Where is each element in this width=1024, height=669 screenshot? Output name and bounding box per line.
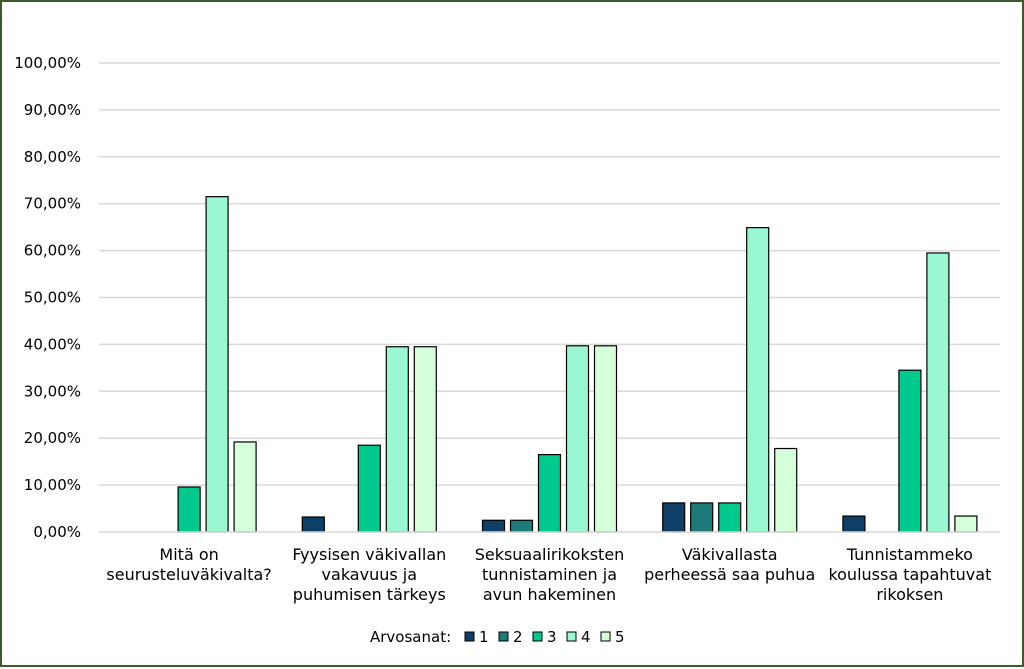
bar-series-5 <box>413 346 437 533</box>
x-category-label-line: vakavuus ja <box>322 565 417 584</box>
bar-series-3 <box>718 502 742 533</box>
legend-label: 1 <box>479 628 489 646</box>
category-labels: Mitä on seurusteluväkivalta? Fyysisen väki… <box>106 545 991 604</box>
bar-series-4 <box>385 346 409 533</box>
x-category-label-line: seurusteluväkivalta? <box>106 565 271 584</box>
bar-series-1 <box>301 516 325 533</box>
bar-series-1 <box>481 519 506 533</box>
y-tick-label: 90,00% <box>24 101 81 119</box>
bar-series-5 <box>774 447 798 533</box>
y-tick-label: 10,00% <box>24 476 81 494</box>
legend-swatch-2 <box>498 631 509 642</box>
x-category-label-line: Väkivallasta <box>682 545 778 564</box>
y-tick-label: 100,00% <box>14 54 81 72</box>
bar-series-4 <box>746 227 770 533</box>
legend-title: Arvosanat: <box>370 628 451 646</box>
bar-series-3 <box>898 369 922 533</box>
bar-series-2 <box>509 519 534 533</box>
y-tick-label: 60,00% <box>24 242 81 260</box>
y-axis-ticks: 0,00% 10,00% 20,00% 30,00% 40,00% 50,00% 60,00… <box>14 54 81 541</box>
x-category-label-line: tunnistaminen ja <box>482 565 617 584</box>
bar-series-3 <box>177 486 201 533</box>
x-category-label: Väkivallasta perheessä saa puhua <box>644 545 815 584</box>
legend-swatch-4 <box>566 631 577 642</box>
x-category-label-line: Fyysisen väkivallan <box>292 545 446 564</box>
gridlines <box>99 62 1000 486</box>
bar-series-1 <box>662 502 686 533</box>
legend-swatch-1 <box>464 631 475 642</box>
x-category-label-line: rikoksen <box>876 585 943 604</box>
x-category-label: Seksuaalirikoksten tunnistaminen ja avun h… <box>475 545 625 604</box>
x-category-label-line: perheessä saa puhua <box>644 565 815 584</box>
y-tick-label: 40,00% <box>24 335 81 353</box>
bar-series-1 <box>842 515 866 533</box>
bars <box>177 196 978 533</box>
bar-series-3 <box>357 444 381 533</box>
x-category-label: Mitä on seurusteluväkivalta? <box>106 545 271 584</box>
y-tick-label: 70,00% <box>24 195 81 213</box>
y-tick-label: 30,00% <box>24 382 81 400</box>
x-category-label-line: Tunnistammeko <box>846 545 973 564</box>
x-category-label: Fyysisen väkivallan vakavuus ja puhumisen … <box>292 545 446 604</box>
bar-series-4 <box>565 345 590 533</box>
x-category-label-line: koulussa tapahtuvat <box>828 565 991 584</box>
legend: Arvosanat: 1 2 3 4 5 <box>370 628 625 646</box>
y-tick-label: 50,00% <box>24 289 81 307</box>
legend-swatch-3 <box>532 631 543 642</box>
y-tick-label: 0,00% <box>33 523 81 541</box>
x-category-label: Tunnistammeko koulussa tapahtuvat rikoksen <box>828 545 991 604</box>
x-category-label-line: puhumisen tärkeys <box>293 585 446 604</box>
legend-label: 5 <box>615 628 625 646</box>
legend-swatch-5 <box>600 631 611 642</box>
bar-series-5 <box>233 441 257 533</box>
x-category-label-line: avun hakeminen <box>483 585 616 604</box>
y-tick-label: 20,00% <box>24 429 81 447</box>
bar-series-3 <box>537 454 562 533</box>
legend-label: 4 <box>581 628 591 646</box>
bar-series-5 <box>593 345 618 533</box>
bar-series-2 <box>690 502 714 533</box>
bar-series-5 <box>954 515 978 533</box>
y-tick-label: 80,00% <box>24 148 81 166</box>
bar-series-4 <box>926 252 950 533</box>
legend-label: 2 <box>513 628 523 646</box>
bar-series-4 <box>205 196 229 533</box>
x-category-label-line: Seksuaalirikoksten <box>475 545 625 564</box>
x-category-label-line: Mitä on <box>159 545 218 564</box>
legend-label: 3 <box>547 628 557 646</box>
